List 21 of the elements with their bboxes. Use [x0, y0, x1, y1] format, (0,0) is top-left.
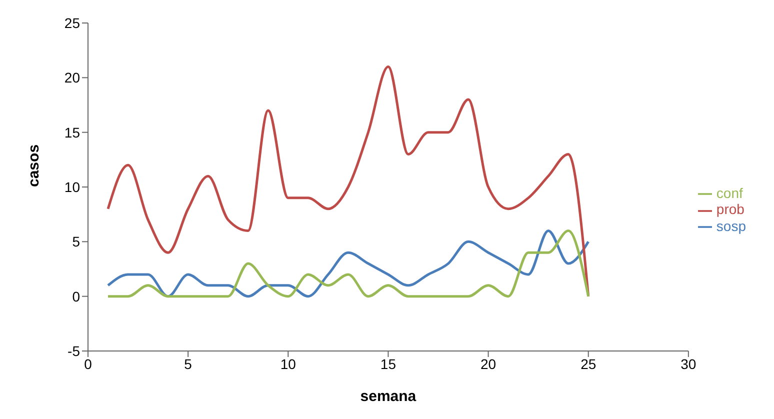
y-axis-title: casos — [25, 144, 42, 187]
x-axis-title: semana — [360, 388, 417, 405]
x-tick-label: 30 — [680, 356, 696, 372]
x-tick-label: 5 — [184, 356, 192, 372]
x-tick-label: 0 — [84, 356, 92, 372]
y-tick-label: -5 — [68, 342, 80, 359]
x-tick-label: 20 — [480, 356, 496, 372]
legend-label: prob — [716, 201, 744, 218]
x-tick-label: 25 — [580, 356, 596, 372]
y-tick-label: 10 — [64, 178, 80, 195]
x-tick-label: 15 — [380, 356, 396, 372]
legend-label: sosp — [716, 218, 746, 234]
line-series — [106, 65, 590, 298]
x-tick-label: 10 — [280, 356, 296, 372]
y-tick-label: 20 — [64, 70, 80, 86]
legend-label: conf — [716, 185, 743, 202]
line-series — [106, 229, 590, 298]
y-tick-label: 0 — [72, 288, 80, 304]
y-tick-label: 25 — [64, 14, 80, 31]
y-tick-label: 15 — [64, 124, 80, 140]
y-tick-label: 5 — [72, 234, 80, 250]
